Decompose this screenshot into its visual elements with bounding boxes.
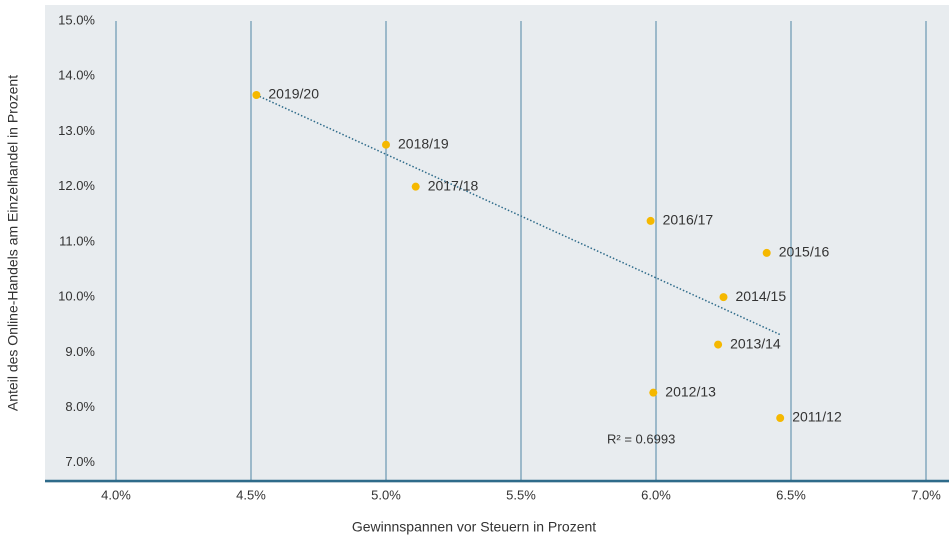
- point: [646, 216, 655, 225]
- y-tick-label: 13.0%: [58, 123, 95, 138]
- point-label: 2012/13: [665, 383, 716, 399]
- y-tick-label: 15.0%: [58, 12, 95, 27]
- y-tick-label: 8.0%: [65, 399, 95, 414]
- trendline: [256, 94, 781, 336]
- y-tick-label: 10.0%: [58, 289, 95, 304]
- annotation: R² = 0.6993: [607, 431, 675, 446]
- point-label: 2017/18: [428, 177, 479, 193]
- point: [382, 140, 390, 149]
- point: [252, 90, 261, 99]
- y-tick-label: 9.0%: [65, 344, 95, 359]
- x-axis-label: Gewinnspannen vor Steuern in Prozent: [352, 519, 596, 535]
- point-label: 2011/12: [792, 409, 842, 425]
- plot-background: [45, 5, 949, 483]
- y-tick-label: 7.0%: [65, 454, 95, 469]
- x-tick-label: 4.5%: [236, 487, 266, 502]
- x-tick-label: 4.0%: [101, 487, 131, 502]
- point: [714, 340, 723, 349]
- point: [719, 293, 728, 302]
- point-label: 2019/20: [268, 86, 319, 102]
- point-label: 2013/14: [730, 335, 781, 351]
- y-tick-label: 12.0%: [58, 178, 95, 193]
- point-label: 2018/19: [398, 135, 449, 151]
- y-axis-label: Anteil des Online-Handels am Einzelhande…: [5, 75, 21, 411]
- x-tick-label: 6.0%: [641, 487, 671, 502]
- point: [411, 182, 420, 191]
- x-tick-label: 7.0%: [911, 487, 941, 502]
- point: [776, 414, 785, 423]
- x-tick-label: 5.0%: [371, 487, 401, 502]
- x-tick-label: 6.5%: [776, 487, 806, 502]
- y-tick-label: 11.0%: [59, 233, 95, 248]
- x-tick-label: 5.5%: [506, 487, 536, 502]
- point: [762, 248, 771, 257]
- y-tick-label: 14.0%: [58, 68, 95, 83]
- point-label: 2016/17: [663, 212, 714, 228]
- point-label: 2014/15: [736, 288, 787, 304]
- point: [649, 388, 658, 397]
- point-label: 2015/16: [779, 244, 830, 260]
